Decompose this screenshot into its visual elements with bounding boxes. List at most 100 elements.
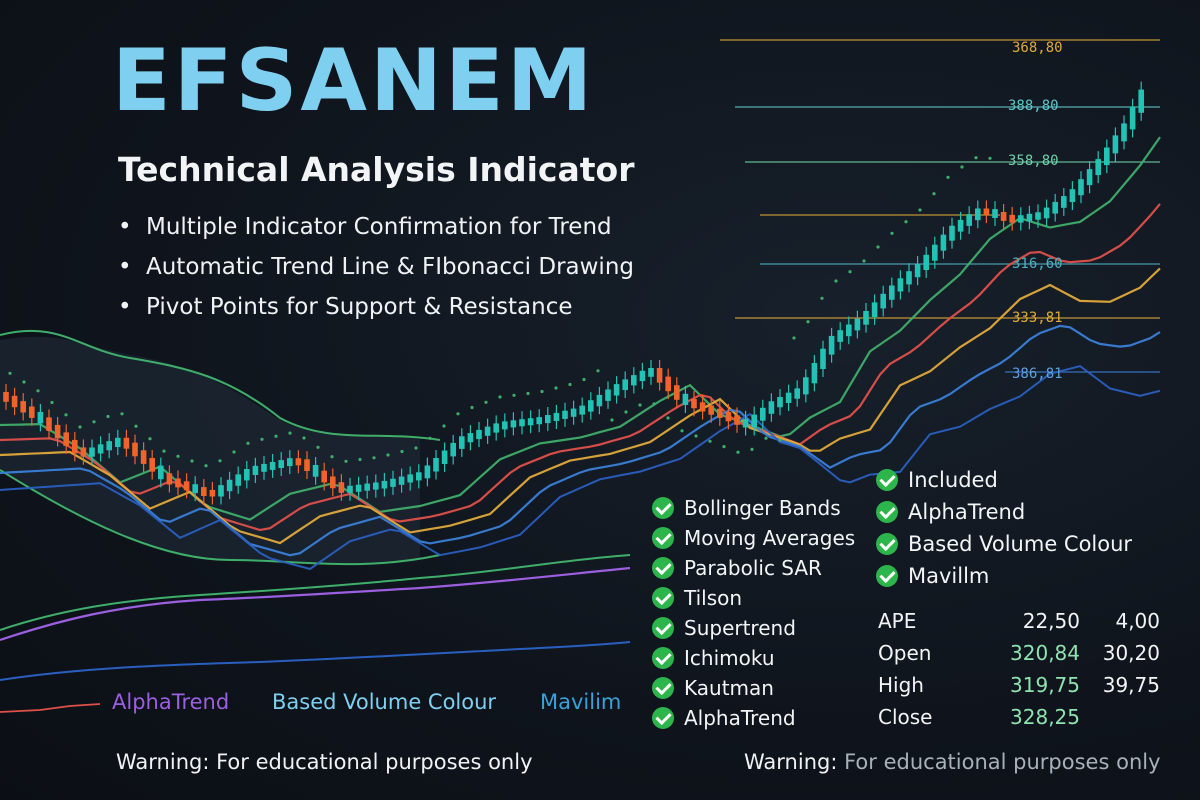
parabolic-sar-dot [176,454,180,458]
stats-row: Open 320,84 30,20 [878,637,1160,669]
candle-body [983,208,990,216]
parabolic-sar-dot [764,436,768,440]
candle-body [158,465,164,480]
warning-right: Warning: For educational purposes only [744,750,1161,774]
check-circle-icon [652,557,674,579]
candle-body [1043,207,1050,219]
parabolic-sar-dot [834,279,838,283]
candle-body [536,417,542,425]
feature-label: Moving Averages [684,526,856,550]
candle-body [476,429,482,440]
candle-body [906,271,912,285]
candle-body [1035,212,1041,220]
candle-body [493,423,499,433]
candle-body [863,311,869,325]
check-circle-icon [652,707,674,729]
parabolic-sar-dot [232,450,236,454]
candle-body [11,395,18,408]
candle-body [1069,189,1076,203]
candle-body [37,411,44,424]
feature-label: Included [908,468,998,492]
candle-body [803,377,809,395]
parabolic-sar-dot [484,400,488,404]
candle-body [72,439,78,454]
parabolic-sar-dot [106,414,110,419]
stats-value: 319,75 [1010,673,1080,697]
parabolic-sar-dot [358,457,362,462]
feature-bullets: • Multiple Indicator Confirmation for Tre… [118,212,634,332]
feature-label: Tilson [684,586,743,610]
fib-level-label: 358,80 [1008,153,1059,169]
bullet-text: Multiple Indicator Confirmation for Tren… [146,214,612,240]
candle-body [897,278,904,292]
candle-body [837,330,843,342]
stats-row: High 319,75 39,75 [878,669,1160,701]
candle-body [106,441,112,451]
parabolic-sar-dot [470,405,474,410]
moving-average-line [0,365,1161,571]
bullet-item: • Multiple Indicator Confirmation for Tre… [118,212,634,252]
candle-body [338,482,345,493]
parabolic-sar-dot [302,436,306,440]
feature-item: Based Volume Colour [876,528,1132,560]
warning-left: Warning: For educational purposes only [116,750,533,774]
candle-body [1121,123,1127,142]
parabolic-sar-dot [386,453,390,457]
candle-body [1052,201,1058,214]
check-circle-icon [652,647,674,669]
candle-body [846,324,852,337]
candle-body [312,465,319,477]
candle-body [631,375,637,386]
feature-item: Moving Averages [652,523,855,553]
parabolic-sar-dot [246,441,250,445]
oscillator-green-line [0,554,631,631]
bullet-dot-icon: • [118,294,132,320]
candle-body [932,244,938,261]
candle-body [562,410,568,419]
parabolic-sar-dot [344,459,348,463]
parabolic-sar-dot [526,391,530,396]
candle-body [287,458,293,467]
moving-average-line [0,324,1161,557]
candle-body [355,484,362,492]
parabolic-sar-dot [50,400,54,405]
included-indicators-list: Bollinger Bands Moving Averages Paraboli… [652,493,855,733]
candle-body [949,225,955,241]
candle-body [622,379,628,391]
check-circle-icon [652,587,674,609]
price-stats-table: APE 22,50 4,00 Open 320,84 30,20 High 31… [878,605,1160,733]
feature-label: Ichimoku [684,646,775,670]
parabolic-sar-dot [932,192,936,196]
candle-body [46,417,52,431]
stats-label: High [878,673,924,697]
parabolic-sar-dot [876,245,880,249]
candle-body [502,421,508,430]
parabolic-sar-dot [162,449,166,453]
candle-body [665,376,671,392]
candle-body [424,465,431,479]
candle-body [957,219,964,232]
candle-body [760,407,766,421]
parabolic-sar-dot [134,424,138,428]
candle-body [545,415,551,424]
candle-body [1104,147,1110,166]
candle-body [527,418,534,426]
candle-body [467,433,474,443]
candle-body [183,481,190,491]
candle-body [295,458,302,466]
candle-body [441,450,448,464]
candle-body [648,368,654,377]
candle-body [966,214,972,226]
candle-body [682,393,689,405]
candle-body [691,399,697,409]
candle-body [588,400,594,412]
candle-body [261,463,267,472]
check-circle-icon [876,533,898,555]
parabolic-sar-dot [204,464,208,468]
candle-body [794,388,800,399]
parabolic-sar-dot [750,447,754,451]
candle-body [820,348,826,369]
candle-body [244,469,250,481]
